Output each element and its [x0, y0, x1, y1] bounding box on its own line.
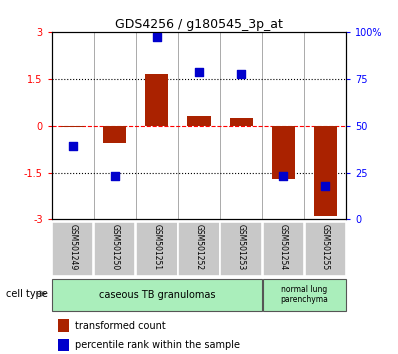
Text: cell type: cell type: [6, 289, 48, 299]
Text: GSM501249: GSM501249: [68, 224, 77, 270]
Bar: [58, 319, 69, 332]
Bar: [263, 279, 346, 311]
Point: [196, 69, 202, 75]
Bar: [52, 279, 262, 311]
Bar: [145, 74, 168, 126]
Text: GSM501255: GSM501255: [321, 224, 330, 270]
Point: [238, 71, 244, 77]
Bar: [263, 222, 304, 275]
Bar: [220, 222, 262, 275]
Text: GSM501250: GSM501250: [110, 224, 119, 270]
Bar: [187, 116, 211, 126]
Bar: [304, 222, 346, 275]
Text: GSM501251: GSM501251: [152, 224, 162, 270]
Bar: [58, 338, 69, 351]
Bar: [136, 222, 178, 275]
Text: transformed count: transformed count: [75, 320, 166, 331]
Text: caseous TB granulomas: caseous TB granulomas: [99, 290, 215, 300]
Text: GSM501252: GSM501252: [195, 224, 203, 270]
Title: GDS4256 / g180545_3p_at: GDS4256 / g180545_3p_at: [115, 18, 283, 31]
Bar: [230, 118, 253, 126]
Bar: [271, 126, 295, 179]
Point: [322, 183, 328, 189]
Point: [154, 34, 160, 39]
Point: [112, 173, 118, 179]
Bar: [178, 222, 220, 275]
Bar: [61, 126, 84, 127]
Text: normal lung
parenchyma: normal lung parenchyma: [280, 285, 328, 304]
Text: GSM501253: GSM501253: [236, 224, 246, 270]
Point: [70, 143, 76, 149]
Bar: [314, 126, 337, 216]
Bar: [52, 222, 94, 275]
Point: [280, 173, 286, 179]
Text: GSM501254: GSM501254: [279, 224, 288, 270]
Bar: [94, 222, 135, 275]
Text: percentile rank within the sample: percentile rank within the sample: [75, 340, 240, 350]
Bar: [103, 126, 127, 143]
